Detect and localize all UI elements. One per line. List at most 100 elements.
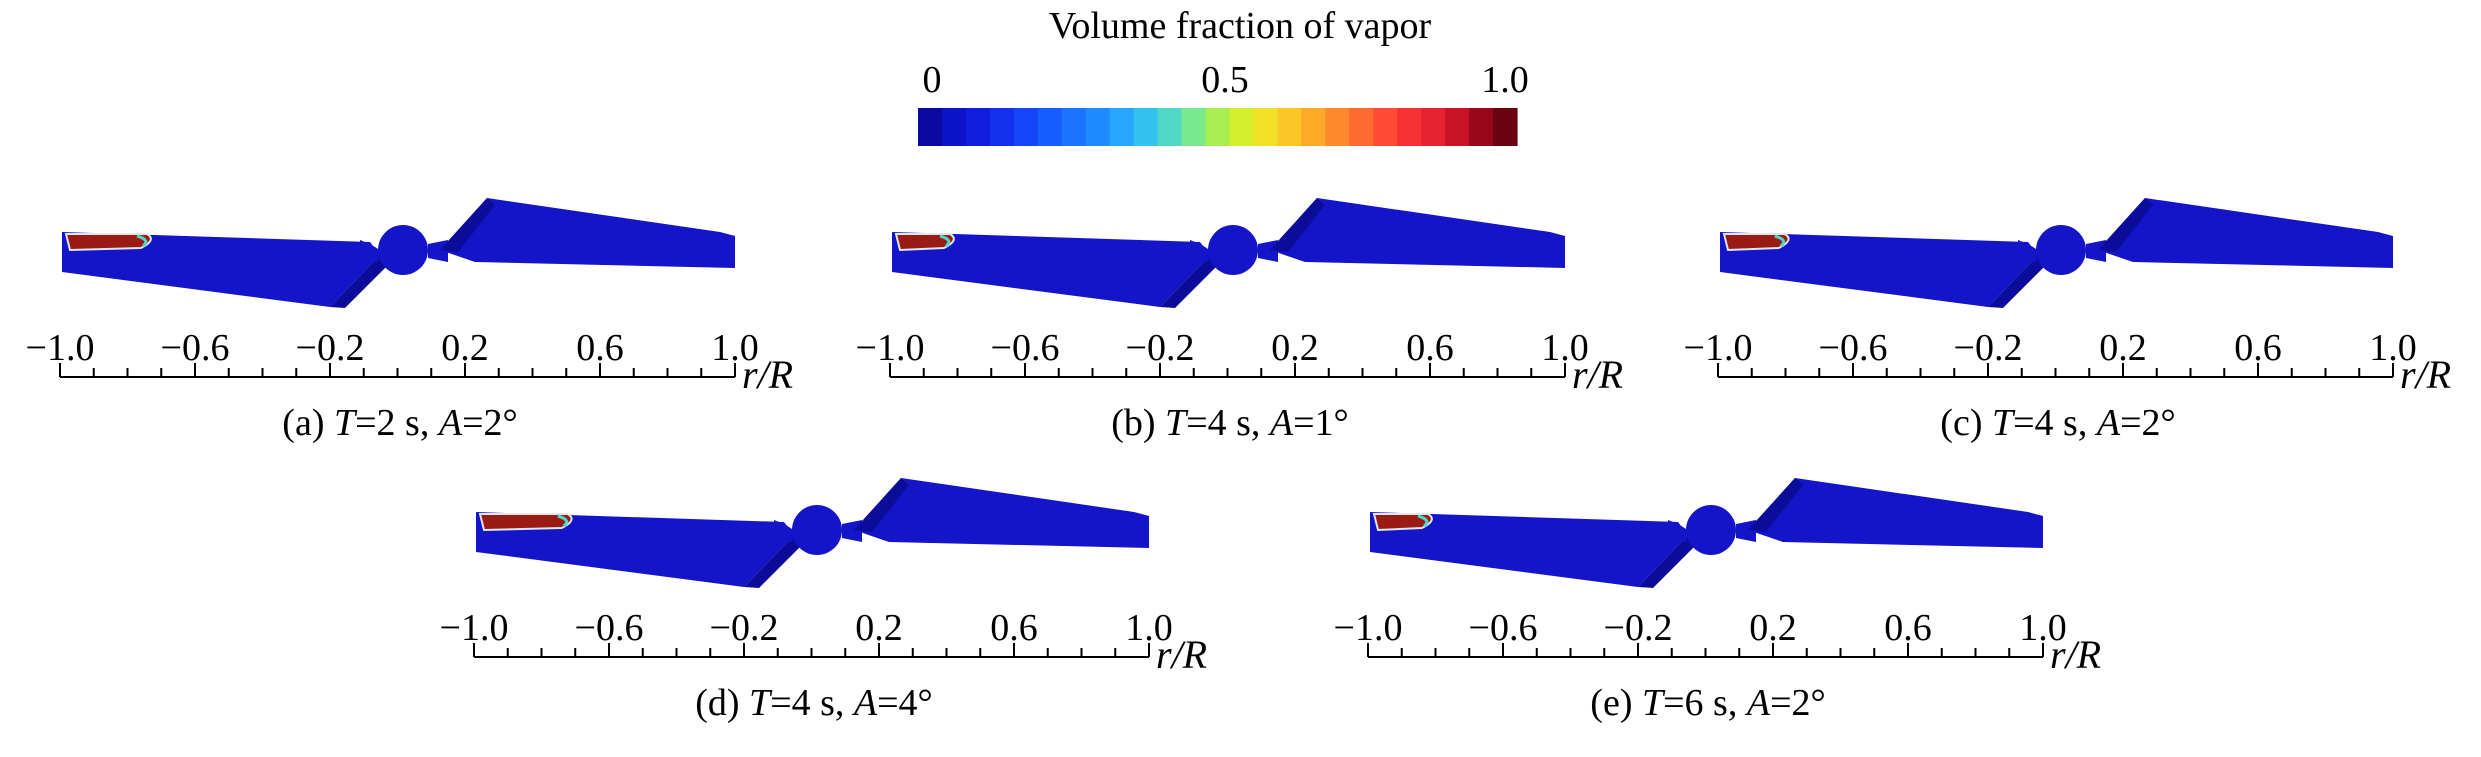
propeller-blade (892, 198, 1565, 308)
axis-unit-label: r/R (742, 352, 793, 397)
hub-collar-left (1190, 240, 1210, 262)
axis-tick-label: −0.6 (575, 607, 644, 649)
colorbar: Volume fraction of vapor 0 0.5 1.0 (918, 5, 1529, 146)
vapor-edge (1774, 234, 1786, 248)
hub-collar-left (774, 520, 794, 542)
axis-tick-label: −0.2 (1604, 607, 1673, 649)
vapor-edge (136, 234, 148, 248)
radius-axis: −1.0 −0.6 −0.2 0.2 0.6 1.0r/R (26, 327, 794, 397)
axis-tick-label: −1.0 (26, 327, 95, 369)
axis-tick-label: −0.6 (1469, 607, 1538, 649)
hub-collar-right (428, 240, 448, 262)
blade-right (440, 198, 735, 268)
vapor-region (64, 233, 152, 252)
axis-tick-label: 1.0 (711, 327, 759, 369)
panel-caption: (d) T=4 s, A=4° (695, 682, 933, 724)
panel-caption: (c) T=4 s, A=2° (1940, 402, 2175, 444)
hub-collar-left (360, 240, 380, 262)
axis-tick-label: 0.2 (2099, 327, 2147, 369)
propeller-blade (476, 478, 1149, 588)
vapor-region (1372, 513, 1433, 532)
panel-c: −1.0 −0.6 −0.2 0.2 0.6 1.0r/R (c) T=4 s, A=2° (1684, 198, 2451, 444)
propeller-blade (62, 198, 735, 308)
axis-tick-label: −0.6 (1819, 327, 1888, 369)
vapor-edge (557, 514, 569, 528)
panel-caption: (e) T=6 s, A=2° (1590, 682, 1825, 724)
blade-right-root (2098, 198, 2153, 252)
panel-d: −1.0 −0.6 −0.2 0.2 0.6 1.0r/R (d) T=4 s, A=4° (440, 478, 1208, 724)
colorbar-swatch (1301, 108, 1326, 146)
colorbar-swatch (1205, 108, 1231, 146)
panel-e: −1.0 −0.6 −0.2 0.2 0.6 1.0r/R (e) T=6 s, A=2° (1334, 478, 2102, 724)
panel-b: −1.0 −0.6 −0.2 0.2 0.6 1.0r/R (b) T=4 s, A=1° (856, 198, 1624, 444)
colorbar-swatch (1493, 108, 1518, 146)
colorbar-swatch (1133, 108, 1159, 146)
axis-unit-label: r/R (2400, 352, 2451, 397)
axis-tick-label: 1.0 (2019, 607, 2067, 649)
vapor-region (1722, 233, 1790, 252)
radius-axis: −1.0 −0.6 −0.2 0.2 0.6 1.0r/R (440, 607, 1208, 677)
colorbar-swatch (918, 108, 943, 146)
hub-collar-right (1258, 240, 1278, 262)
blade-left (62, 232, 380, 307)
axis-tick-label: −0.2 (296, 327, 365, 369)
colorbar-tick-label-0: 0 (923, 59, 942, 101)
vapor-region (894, 233, 955, 252)
blade-right-root (854, 478, 909, 532)
axis-unit-label: r/R (1156, 632, 1207, 677)
axis-tick-label: 0.6 (990, 607, 1038, 649)
colorbar-swatch (1277, 108, 1302, 146)
axis-tick-label: 0.2 (1271, 327, 1319, 369)
colorbar-swatch (1421, 108, 1446, 146)
hub-collar-right (2086, 240, 2106, 262)
hub-collar-right (842, 520, 862, 542)
colorbar-swatch (1373, 108, 1398, 146)
propeller-blade (1720, 198, 2393, 308)
blade-right (1748, 478, 2043, 548)
colorbar-swatch (941, 108, 967, 146)
colorbar-tick-label-2: 1.0 (1481, 59, 1529, 101)
colorbar-swatch (965, 108, 991, 146)
vapor-edge (939, 234, 951, 248)
axis-tick-label: 0.6 (2234, 327, 2282, 369)
vapor-edge (1417, 514, 1429, 528)
axis-tick-label: 0.2 (441, 327, 489, 369)
blade-left (1370, 512, 1688, 587)
hub (1686, 505, 1736, 555)
radius-axis: −1.0 −0.6 −0.2 0.2 0.6 1.0r/R (1334, 607, 2102, 677)
blade-left-root (1160, 255, 1225, 308)
hub (2036, 225, 2086, 275)
colorbar-swatch (1349, 108, 1374, 146)
axis-tick-label: 0.6 (1406, 327, 1454, 369)
axis-tick-label: −0.2 (710, 607, 779, 649)
colorbar-swatch (1445, 108, 1470, 146)
colorbar-swatch (989, 108, 1015, 146)
axis-tick-label: 0.6 (1884, 607, 1932, 649)
blade-left (476, 512, 794, 587)
hub-collar-left (2018, 240, 2038, 262)
radius-axis: −1.0 −0.6 −0.2 0.2 0.6 1.0r/R (856, 327, 1624, 397)
axis-unit-label: r/R (2050, 632, 2101, 677)
propeller-blade (1370, 478, 2043, 588)
hub (378, 225, 428, 275)
blade-left-root (1988, 255, 2053, 308)
colorbar-swatch (1325, 108, 1350, 146)
axis-tick-label: 1.0 (1125, 607, 1173, 649)
axis-tick-label: 1.0 (1541, 327, 1589, 369)
axis-unit-label: r/R (1572, 352, 1623, 397)
colorbar-title: Volume fraction of vapor (1049, 5, 1432, 47)
blade-left-root (1638, 535, 1703, 588)
panel-caption: (a) T=2 s, A=2° (282, 402, 517, 444)
blade-left-root (744, 535, 809, 588)
blade-right-root (1748, 478, 1803, 532)
colorbar-swatch (1037, 108, 1063, 146)
axis-tick-label: −0.2 (1954, 327, 2023, 369)
axis-tick-label: 0.2 (855, 607, 903, 649)
blade-left-root (330, 255, 395, 308)
panel-caption: (b) T=4 s, A=1° (1111, 402, 1349, 444)
blade-right (854, 478, 1149, 548)
blade-right (2098, 198, 2393, 268)
colorbar-swatch (1157, 108, 1183, 146)
axis-tick-label: −1.0 (856, 327, 925, 369)
